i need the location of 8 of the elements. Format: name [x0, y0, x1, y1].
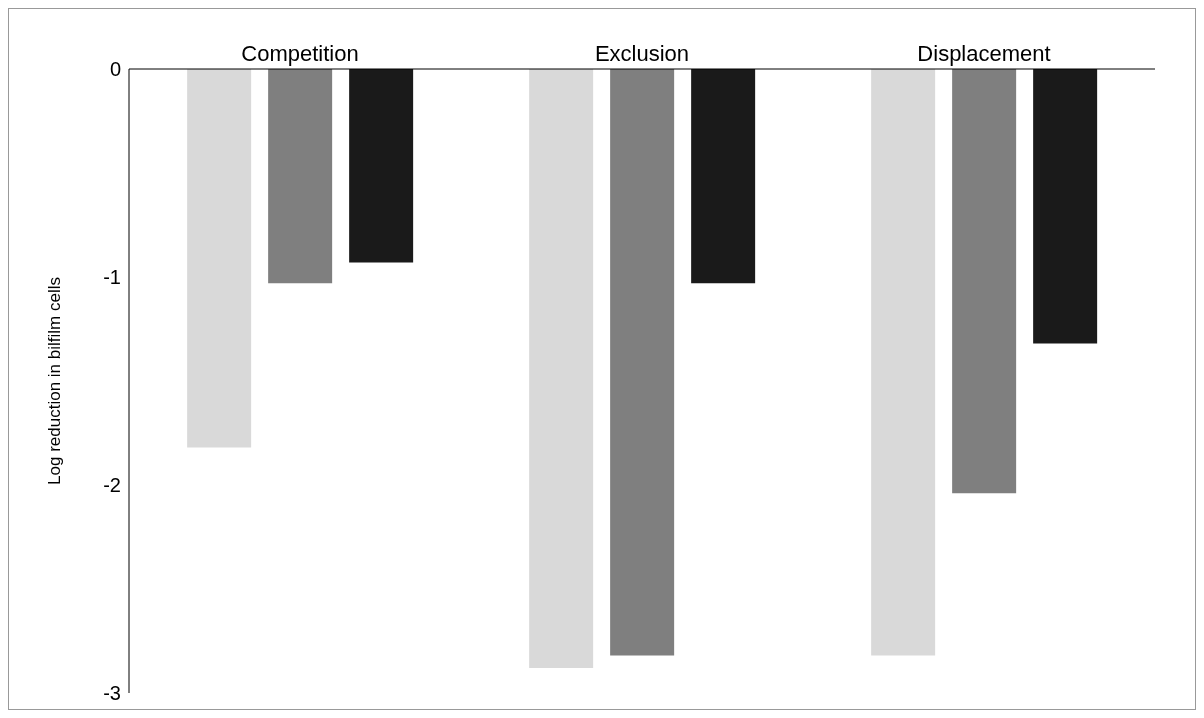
y-tick-label: 0 — [109, 58, 121, 81]
x-tick-label: Competition — [241, 41, 359, 66]
y-axis-title: Log reduction in bilfilm cells — [45, 277, 65, 485]
y-tick-label: -3 — [103, 682, 121, 705]
y-tick-label: -1 — [103, 266, 121, 289]
x-tick-label: Displacement — [917, 41, 1051, 66]
x-tick-label: Exclusion — [594, 41, 690, 66]
y-tick-label: -2 — [103, 474, 121, 497]
